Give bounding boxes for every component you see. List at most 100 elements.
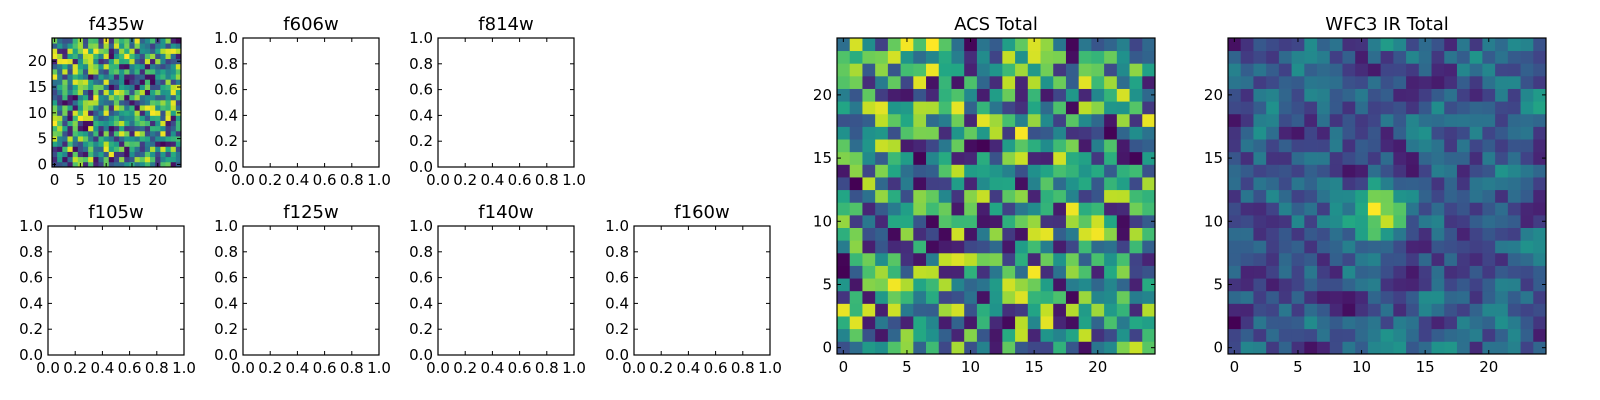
heatmap-cell — [1116, 278, 1130, 292]
heatmap-cell — [82, 130, 89, 137]
heatmap-cell — [98, 48, 104, 54]
heatmap-cell — [926, 38, 940, 52]
heatmap-cell — [103, 141, 110, 147]
x-tick-label: 5 — [902, 358, 912, 376]
heatmap-cell — [1116, 290, 1130, 304]
heatmap-cell — [1456, 189, 1471, 203]
heatmap-cell — [1291, 113, 1305, 127]
heatmap-cell — [1380, 101, 1394, 115]
heatmap-cell — [93, 115, 99, 121]
heatmap-cell — [129, 79, 135, 85]
heatmap-cell — [938, 265, 952, 279]
heatmap-cell — [1065, 50, 1080, 64]
heatmap-cell — [1253, 202, 1267, 216]
heatmap-cell — [62, 130, 68, 137]
heatmap-cell — [1342, 177, 1356, 191]
heatmap-cell — [88, 74, 94, 80]
f140w-title: f140w — [478, 202, 533, 223]
heatmap-cell — [913, 75, 927, 89]
x-tick-label: 0.0 — [231, 171, 255, 189]
heatmap-cell — [1053, 177, 1067, 191]
x-tick-label: 0.6 — [508, 171, 532, 189]
heatmap-cell — [1142, 63, 1156, 77]
heatmap-cell — [1431, 278, 1445, 292]
heatmap-cell — [1342, 88, 1356, 102]
heatmap-cell — [57, 99, 63, 106]
heatmap-cell — [160, 115, 166, 121]
heatmap-cell — [875, 278, 889, 292]
heatmap-cell — [1431, 38, 1445, 52]
heatmap-cell — [1240, 341, 1254, 355]
heatmap-cell — [150, 141, 156, 147]
heatmap-cell — [875, 63, 889, 77]
heatmap-cell — [108, 120, 115, 127]
heatmap-cell — [1104, 75, 1118, 89]
heatmap-cell — [129, 48, 135, 54]
heatmap-cell — [82, 89, 89, 96]
heatmap-cell — [62, 89, 68, 96]
heatmap-cell — [77, 130, 84, 137]
heatmap-cell — [849, 303, 863, 317]
heatmap-cell — [1253, 139, 1267, 153]
heatmap-cell — [849, 75, 863, 89]
heatmap-cell — [1418, 38, 1432, 52]
heatmap-cell — [1104, 177, 1118, 191]
heatmap-cell — [170, 43, 177, 49]
heatmap-cell — [150, 105, 156, 111]
heatmap-cell — [103, 68, 110, 75]
heatmap-cell — [976, 88, 991, 102]
heatmap-cell — [1533, 227, 1547, 241]
heatmap-cell — [1406, 316, 1420, 330]
heatmap-cell — [129, 58, 135, 65]
heatmap-cell — [72, 146, 79, 152]
heatmap-cell — [1291, 316, 1305, 330]
heatmap-cell — [1078, 38, 1092, 52]
heatmap-cell — [52, 146, 58, 152]
heatmap-cell — [1291, 88, 1305, 102]
heatmap-cell — [82, 38, 89, 44]
heatmap-cell — [62, 136, 68, 142]
heatmap-cell — [150, 53, 156, 60]
heatmap-cell — [1380, 50, 1394, 64]
heatmap-cell — [1291, 303, 1305, 317]
heatmap-cell — [1228, 50, 1242, 64]
heatmap-cell — [52, 63, 58, 70]
heatmap-cell — [900, 38, 914, 52]
heatmap-cell — [1104, 290, 1118, 304]
heatmap-cell — [1278, 252, 1292, 266]
x-tick-label: 0.0 — [36, 359, 60, 377]
heatmap-cell — [113, 79, 120, 85]
x-tick-label: 0.4 — [480, 171, 504, 189]
heatmap-cell — [175, 74, 182, 80]
heatmap-cell — [72, 115, 79, 121]
y-tick-label: 0.6 — [409, 81, 433, 99]
heatmap-cell — [1253, 126, 1267, 140]
heatmap-cell — [1104, 151, 1118, 165]
heatmap-cell — [1015, 341, 1029, 355]
x-tick-label: 0.0 — [426, 171, 450, 189]
heatmap-cell — [1355, 189, 1369, 203]
heatmap-cell — [62, 125, 68, 132]
y-tick-label: 20 — [28, 52, 47, 70]
heatmap-cell — [1291, 214, 1305, 228]
heatmap-cell — [113, 58, 120, 65]
heatmap-cell — [1495, 50, 1509, 64]
heatmap-cell — [113, 130, 120, 137]
heatmap-cell — [1065, 227, 1080, 241]
heatmap-cell — [1240, 290, 1254, 304]
y-tick-label: 15 — [28, 78, 47, 96]
x-tick-label: 0.6 — [118, 359, 142, 377]
heatmap-cell — [113, 120, 120, 127]
heatmap-cell — [964, 63, 978, 77]
heatmap-cell — [862, 101, 876, 115]
heatmap-cell — [1104, 139, 1118, 153]
heatmap-cell — [989, 38, 1003, 52]
x-tick-label: 0.2 — [453, 359, 477, 377]
heatmap-cell — [938, 240, 952, 254]
heatmap-cell — [1367, 265, 1382, 279]
heatmap-cell — [1380, 341, 1394, 355]
heatmap-cell — [1278, 214, 1292, 228]
heatmap-cell — [1469, 63, 1483, 77]
heatmap-cell — [849, 214, 863, 228]
heatmap-cell — [1240, 240, 1254, 254]
